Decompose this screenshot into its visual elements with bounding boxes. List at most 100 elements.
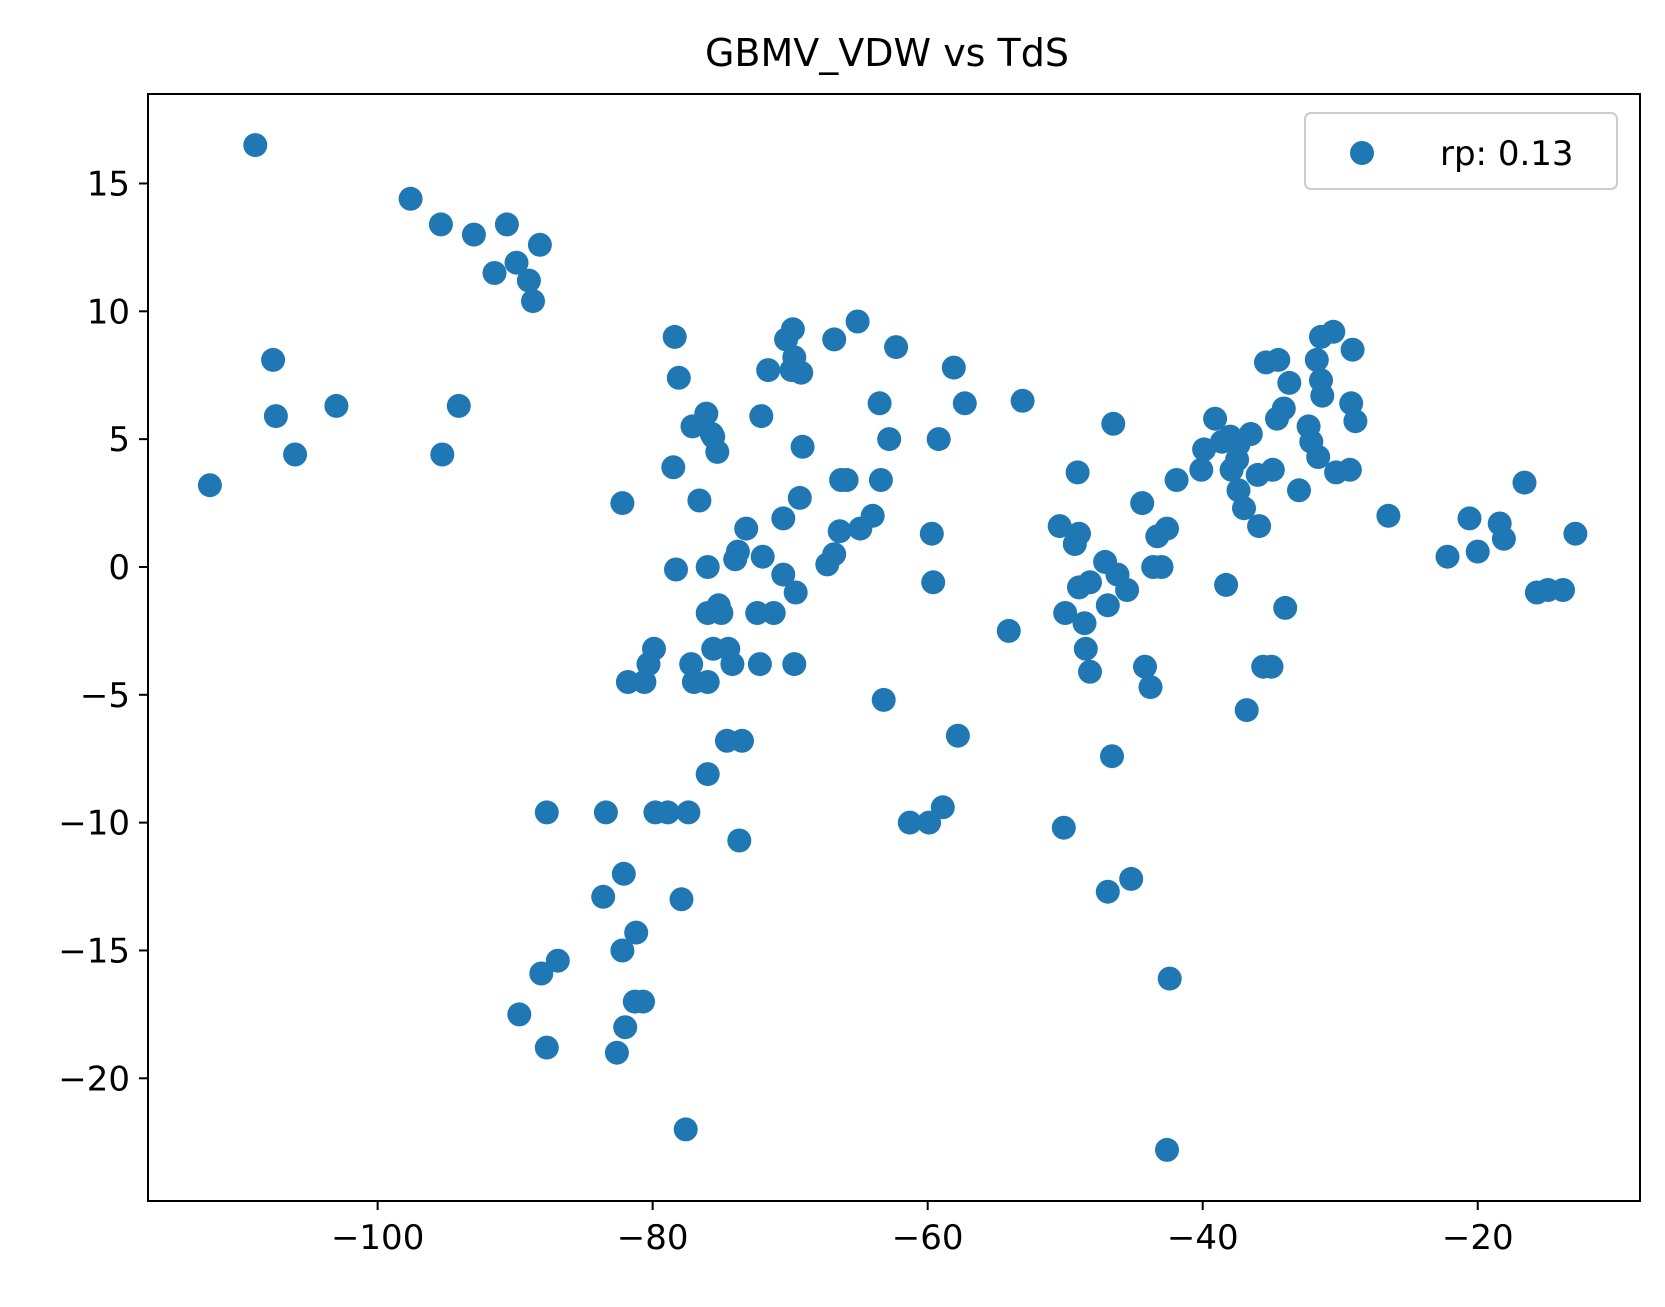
data-point [610, 491, 635, 516]
data-point [261, 347, 286, 372]
data-point [720, 652, 745, 677]
data-point [884, 335, 909, 360]
data-point [1340, 337, 1365, 362]
data-point [727, 828, 752, 853]
plot-frame [147, 93, 1641, 1202]
data-point [1310, 383, 1335, 408]
legend-marker [1350, 141, 1374, 165]
data-point [669, 887, 694, 912]
data-point [430, 442, 455, 467]
data-point [1072, 611, 1097, 636]
data-point [482, 261, 507, 285]
data-point [604, 1040, 629, 1065]
x-axis: −100 −80 −60 −40 −20 [331, 1201, 1514, 1258]
data-point [779, 358, 804, 383]
data-point [632, 670, 657, 694]
data-point [877, 427, 902, 452]
data-point [926, 427, 951, 452]
y-tick-label: 10 [87, 292, 130, 332]
data-point [1232, 496, 1256, 521]
data-point [845, 309, 870, 334]
data-point [1435, 544, 1460, 569]
data-point [673, 1117, 698, 1142]
data-point [1157, 966, 1182, 991]
data-point [930, 795, 955, 820]
data-point [1192, 437, 1217, 462]
data-point [695, 555, 720, 579]
data-point [996, 618, 1021, 643]
chart-title: GBMV_VDW vs TdS [705, 31, 1069, 75]
data-point [1273, 595, 1298, 620]
data-point [945, 723, 970, 748]
data-point [783, 580, 808, 605]
x-tick-label: −80 [617, 1218, 689, 1258]
data-point [1465, 539, 1490, 564]
data-point [1115, 578, 1140, 602]
data-point [446, 393, 471, 418]
data-point [750, 544, 775, 569]
data-point [919, 521, 944, 546]
data-point [527, 232, 552, 257]
data-point [521, 289, 545, 314]
data-point [952, 391, 977, 416]
data-point [867, 391, 892, 416]
data-point [1149, 555, 1174, 579]
data-point [822, 327, 847, 352]
data-point [1062, 532, 1087, 556]
data-point [1101, 411, 1126, 436]
data-point [745, 601, 770, 625]
x-tick-label: −60 [892, 1218, 964, 1258]
data-point [676, 800, 701, 825]
y-tick-label: −15 [58, 931, 130, 971]
y-axis: 15 10 5 0 −5 −10 −15 −20 [58, 164, 148, 1099]
data-point [1321, 319, 1346, 344]
data-point [1010, 388, 1035, 413]
data-point [756, 358, 781, 383]
data-point [613, 1015, 638, 1040]
data-point [734, 516, 759, 541]
data-point [631, 989, 655, 1014]
data-point [1306, 445, 1331, 469]
data-point [283, 442, 308, 467]
data-point [782, 652, 807, 677]
data-point [1339, 391, 1364, 416]
data-point [1260, 457, 1285, 482]
data-point [871, 687, 896, 712]
data-point [1324, 460, 1349, 485]
data-point [771, 506, 796, 531]
data-point [615, 670, 640, 694]
data-point [507, 1002, 532, 1027]
data-point [694, 401, 719, 426]
data-point [324, 393, 349, 418]
data-point [827, 519, 852, 544]
x-tick-label: −40 [1167, 1218, 1239, 1258]
y-tick-label: −20 [58, 1059, 130, 1099]
data-point [730, 728, 754, 753]
data-point [504, 250, 529, 275]
data-point [1247, 514, 1272, 539]
data-point [917, 810, 942, 835]
y-tick-label: 5 [108, 420, 130, 460]
data-point [1100, 744, 1124, 769]
data-point [1259, 654, 1284, 679]
data-point [1457, 506, 1482, 531]
data-point [1304, 347, 1329, 372]
data-point [941, 355, 966, 380]
data-point [1287, 478, 1311, 503]
data-point [610, 938, 635, 963]
data-point [263, 404, 288, 429]
data-point [1065, 460, 1090, 485]
data-point [790, 434, 815, 459]
data-point [494, 212, 519, 237]
data-point [1051, 815, 1076, 840]
legend-box [1304, 112, 1618, 190]
data-point [897, 810, 922, 835]
data-point [1512, 470, 1537, 495]
data-point [709, 601, 734, 625]
data-point [1119, 866, 1144, 891]
data-point [1266, 347, 1291, 372]
data-point [868, 468, 893, 492]
data-point [1095, 879, 1120, 904]
